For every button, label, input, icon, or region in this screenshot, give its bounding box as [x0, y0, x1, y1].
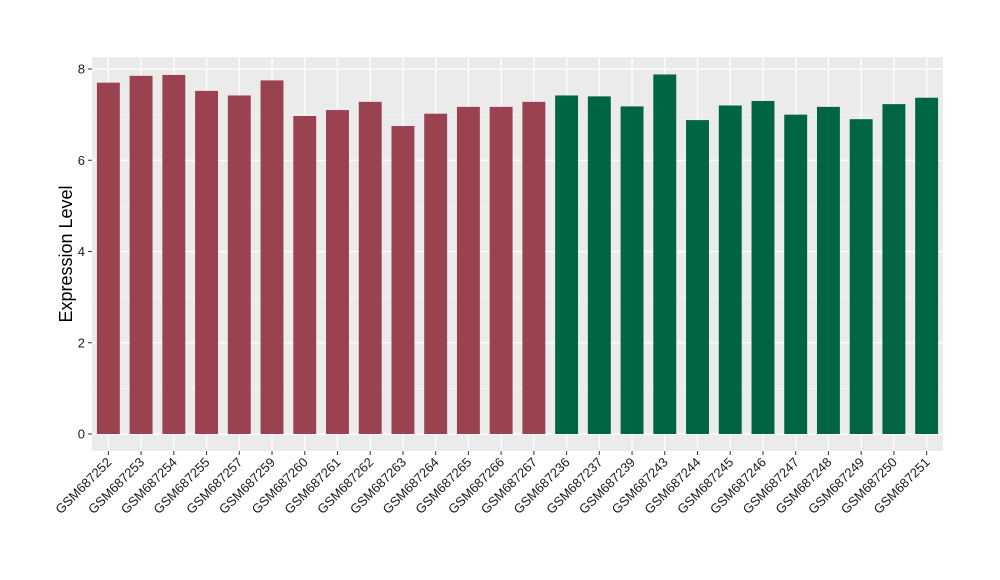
bar-GSM687253 — [129, 75, 153, 434]
y-tick-label: 4 — [78, 244, 85, 259]
bar-GSM687257 — [227, 95, 251, 435]
bar-GSM687265 — [456, 106, 480, 435]
bar-GSM687252 — [96, 82, 120, 434]
bar-GSM687259 — [260, 80, 284, 434]
bar-GSM687244 — [686, 120, 709, 434]
bar-GSM687251 — [915, 97, 939, 435]
bar-GSM687263 — [391, 126, 415, 434]
y-tick-label: 2 — [78, 335, 85, 350]
bar-GSM687247 — [784, 114, 808, 434]
bar-GSM687262 — [358, 101, 382, 434]
y-tick-label: 0 — [78, 427, 85, 442]
y-tick-label: 6 — [78, 153, 85, 168]
bar-GSM687261 — [326, 110, 349, 434]
bar-GSM687237 — [587, 96, 611, 434]
plot-panel — [92, 57, 943, 451]
bar-GSM687249 — [849, 119, 873, 434]
bar-GSM687264 — [424, 113, 448, 435]
bar-GSM687260 — [293, 115, 317, 435]
y-axis-title: Expression Level — [56, 185, 76, 322]
bar-GSM687255 — [195, 90, 219, 435]
bars — [96, 74, 939, 435]
bar-GSM687254 — [162, 74, 186, 435]
x-axis: GSM687252GSM687253GSM687254GSM687255GSM6… — [52, 451, 933, 517]
y-axis: 0 2 4 6 8 — [78, 62, 92, 442]
bar-GSM687267 — [522, 101, 546, 434]
bar-GSM687246 — [751, 100, 775, 434]
bar-GSM687250 — [882, 104, 906, 434]
y-tick-label: 8 — [78, 62, 85, 77]
bar-GSM687236 — [555, 95, 579, 435]
bar-GSM687248 — [816, 106, 840, 435]
bar-GSM687239 — [620, 106, 644, 434]
bar-GSM687243 — [653, 74, 677, 434]
bar-GSM687266 — [489, 106, 513, 435]
bar-GSM687245 — [718, 105, 742, 434]
